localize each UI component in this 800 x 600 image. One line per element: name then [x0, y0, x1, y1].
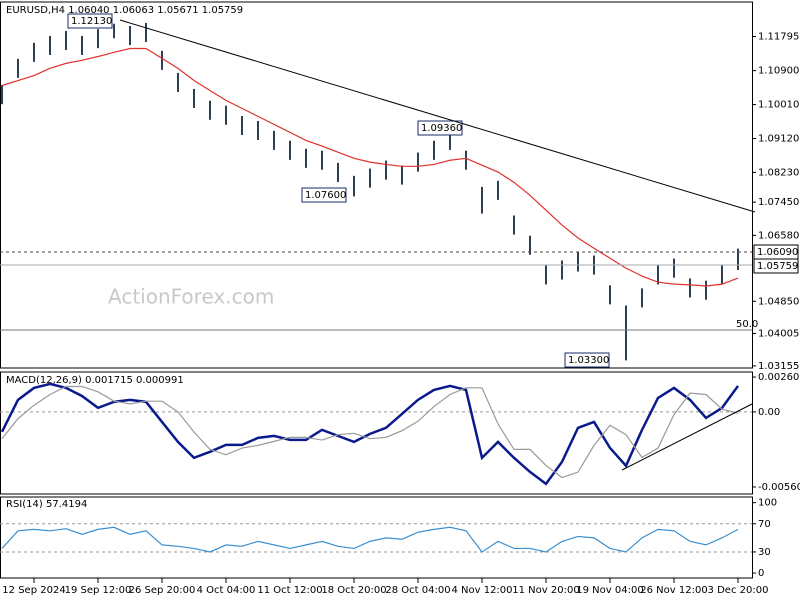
x-tick-label: 12 Sep 2024	[2, 585, 65, 596]
y-tick-label: -0.005604	[758, 482, 800, 493]
x-tick-label: 4 Oct 04:00	[197, 585, 256, 596]
x-tick-label: 4 Nov 12:00	[451, 585, 512, 596]
annotation-label: 1.07600	[305, 190, 346, 201]
line	[1, 526, 739, 553]
y-tick-label: 70	[758, 519, 771, 530]
level-label: 50.0	[736, 319, 758, 330]
line	[0, 382, 740, 486]
x-tick-label: 26 Sep 20:00	[129, 585, 196, 596]
annotation-label: 1.09360	[421, 123, 462, 134]
annotation-label: 1.12130	[71, 16, 112, 27]
y-tick-label: 1.04005	[758, 328, 799, 339]
watermark: ActionForex.com	[108, 285, 274, 309]
annotation-box	[564, 352, 610, 368]
x-tick-label: 11 Oct 12:00	[257, 585, 322, 596]
x-tick-label: 26 Nov 12:00	[640, 585, 707, 596]
y-tick-label: 1.09120	[758, 133, 799, 144]
rsi-title: RSI(14) 57.4194	[6, 499, 87, 510]
y-tick-label: 1.04850	[758, 296, 799, 307]
line	[1, 385, 739, 479]
annotation-box	[67, 13, 113, 29]
x-tick-label: 11 Nov 20:00	[512, 585, 579, 596]
x-tick-label: 19 Nov 04:00	[576, 585, 643, 596]
y-tick-label: 1.07450	[758, 197, 799, 208]
y-tick-label: 1.10900	[758, 66, 799, 77]
annotation-box	[417, 120, 463, 136]
y-tick-label: 0	[758, 568, 764, 579]
y-tick-label: 1.10010	[758, 100, 799, 111]
macd-trend-line	[621, 403, 753, 471]
macd-title: MACD(12,26,9) 0.001715 0.000991	[6, 375, 184, 386]
x-tick-label: 3 Dec 20:00	[708, 585, 769, 596]
trend-line	[119, 19, 756, 213]
panel-frame	[0, 1, 753, 369]
y-tick-label: 1.06580	[758, 230, 799, 241]
y-tick-label: 1.08230	[758, 167, 799, 178]
x-tick-label: 18 Oct 20:00	[321, 585, 386, 596]
y-tick-label: 1.11795	[758, 32, 799, 43]
y-tick-label: 0.002603	[758, 372, 800, 383]
annotation-label: 1.03300	[568, 355, 609, 366]
x-tick-label: 28 Oct 04:00	[385, 585, 450, 596]
annotation-box	[301, 187, 347, 203]
panel-frame	[0, 496, 753, 579]
y-tick-label: 1.03155	[758, 361, 799, 372]
price-label: 1.06090	[757, 247, 798, 258]
y-tick-label: 100	[758, 498, 777, 509]
x-tick-label: 19 Sep 12:00	[65, 585, 132, 596]
y-tick-label: 30	[758, 547, 771, 558]
chart-title: EURUSD,H4 1.06040 1.06063 1.05671 1.0575…	[6, 5, 243, 16]
panel-frame	[0, 371, 753, 495]
price-label: 1.05759	[757, 261, 798, 272]
price-label-box	[753, 258, 799, 274]
y-tick-label: 0.00	[758, 407, 780, 418]
line	[1, 47, 739, 287]
